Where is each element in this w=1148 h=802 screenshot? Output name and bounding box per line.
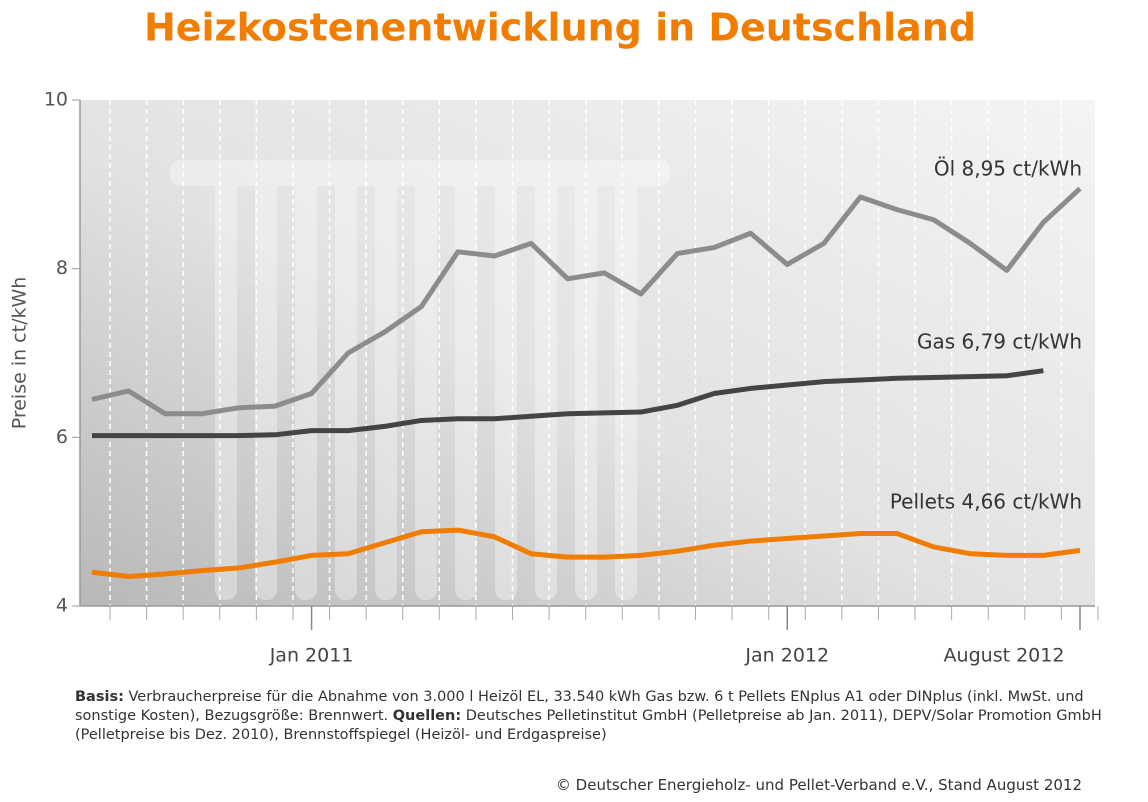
copyright: © Deutscher Energieholz- und Pellet-Verb… xyxy=(555,776,1082,794)
x-tick-label: Jan 2011 xyxy=(269,645,354,667)
y-axis-label: Preise in ct/kWh xyxy=(9,277,31,430)
footnote: Basis: Verbraucherpreise für die Abnahme… xyxy=(75,688,1125,745)
series-annotation: Pellets 4,66 ct/kWh xyxy=(890,490,1082,514)
series-line xyxy=(91,527,1081,579)
basis-text: Verbraucherpreise für die Abnahme von 3.… xyxy=(75,689,1084,724)
y-tick-label: 6 xyxy=(56,426,68,448)
y-tick-label: 10 xyxy=(44,89,68,111)
radiator-illustration xyxy=(170,160,670,600)
sources-label: Quellen: xyxy=(392,708,462,724)
basis-label: Basis: xyxy=(75,689,124,705)
x-tick-label: August 2012 xyxy=(944,645,1065,667)
y-tick-label: 4 xyxy=(56,595,68,617)
plot-background xyxy=(80,100,1095,606)
chart: Heizkostenentwicklung in Deutschland Pre… xyxy=(9,6,1099,667)
series-annotation: Öl 8,95 ct/kWh xyxy=(934,157,1082,181)
x-tick-label: Jan 2012 xyxy=(744,645,829,667)
series-annotation: Gas 6,79 ct/kWh xyxy=(917,330,1082,354)
y-tick-label: 8 xyxy=(56,257,68,279)
series-line xyxy=(92,368,1044,439)
sources-text: Deutsches Pelletinstitut GmbH (Pelletpre… xyxy=(75,708,1102,743)
chart-title: Heizkostenentwicklung in Deutschland xyxy=(144,6,976,50)
series-line xyxy=(91,186,1082,417)
